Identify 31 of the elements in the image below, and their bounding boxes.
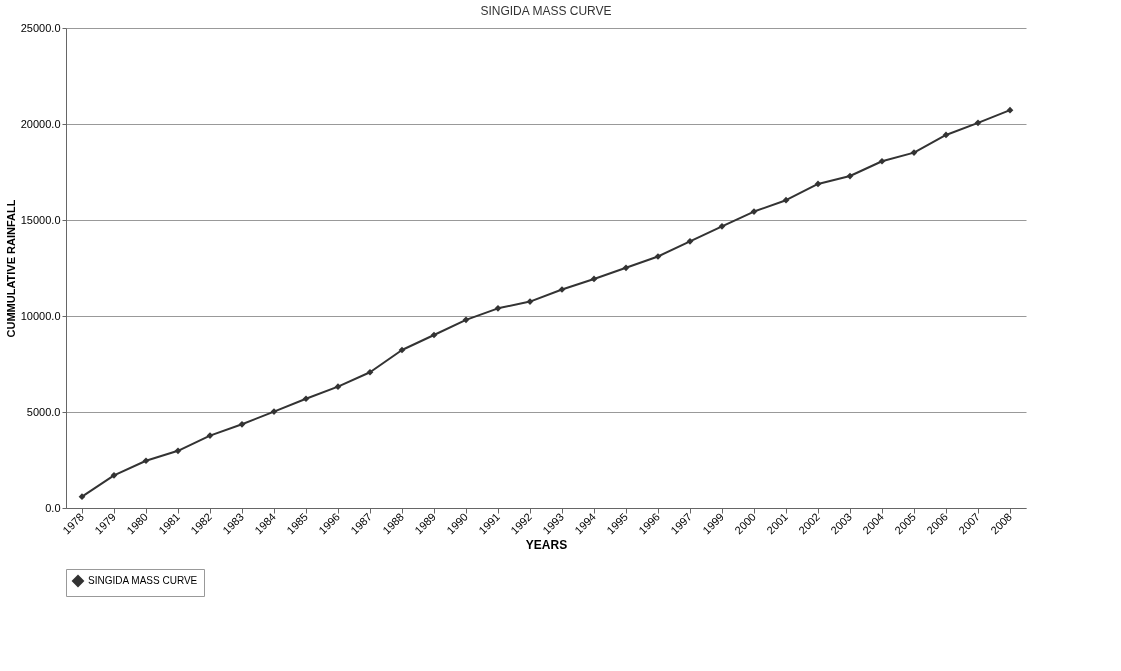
point bbox=[782, 196, 790, 204]
point bbox=[142, 457, 150, 465]
point bbox=[622, 264, 630, 272]
point bbox=[974, 119, 982, 127]
y-tick-label: 0.0 bbox=[45, 501, 61, 514]
point bbox=[174, 447, 182, 455]
point bbox=[942, 131, 950, 139]
point bbox=[238, 420, 246, 428]
point bbox=[366, 368, 374, 376]
y-tick-label: 5000.0 bbox=[26, 405, 61, 418]
point bbox=[686, 237, 694, 245]
point bbox=[1006, 106, 1014, 114]
point bbox=[590, 275, 598, 283]
y-tick-label: 15000.0 bbox=[20, 213, 61, 226]
point bbox=[462, 316, 470, 324]
point bbox=[718, 222, 726, 230]
y-tick-label: 25000.0 bbox=[20, 21, 61, 34]
y-tick-label: 10000.0 bbox=[20, 309, 61, 322]
point bbox=[878, 157, 886, 165]
y-tick-label: 20000.0 bbox=[20, 117, 61, 130]
point bbox=[302, 395, 310, 403]
point bbox=[814, 180, 822, 188]
x-axis-title: YEARS bbox=[525, 538, 568, 553]
point bbox=[430, 331, 438, 339]
point bbox=[494, 304, 502, 312]
point bbox=[398, 346, 406, 354]
point bbox=[78, 493, 86, 501]
legend-label: SINGIDA MASS CURVE bbox=[88, 575, 198, 586]
chart-title: SINGIDA MASS CURVE bbox=[480, 4, 612, 18]
y-axis-title: CUMMULATIVE RAINFALL bbox=[4, 199, 17, 338]
point bbox=[846, 172, 854, 180]
